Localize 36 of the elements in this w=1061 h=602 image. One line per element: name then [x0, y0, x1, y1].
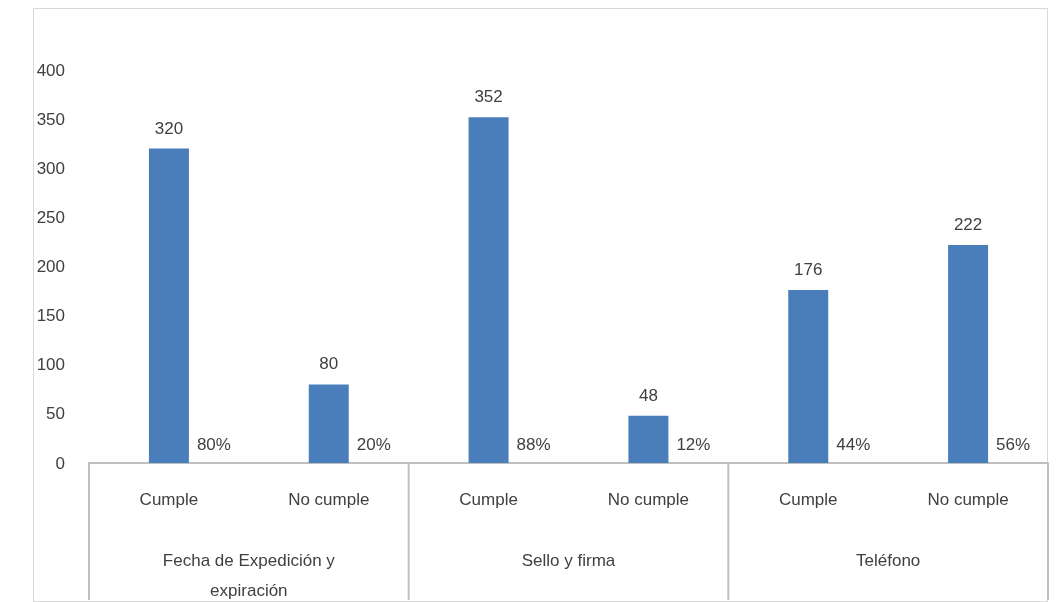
- bar: [948, 244, 989, 463]
- y-tick-label: 200: [36, 257, 65, 276]
- bar: [468, 117, 509, 463]
- x-tick-label: No cumple: [288, 490, 370, 509]
- data-label: 222: [953, 214, 983, 234]
- y-tick-label: 0: [55, 453, 65, 473]
- annotation: 44%: [836, 435, 871, 454]
- text: Fecha de Expedición y expiración: [162, 550, 336, 600]
- y-tick-label: 150: [36, 306, 65, 326]
- y-tick-label: 250: [36, 207, 65, 227]
- y-tick-label: 100: [36, 355, 65, 375]
- bar: [628, 415, 669, 463]
- bar: [148, 148, 189, 463]
- data-label: 48: [638, 385, 658, 405]
- text: Teléfono: [856, 550, 921, 570]
- annotation: 80%: [196, 435, 231, 454]
- data-label: 352: [474, 87, 503, 107]
- data-label: 320: [154, 118, 184, 138]
- x-tick-label: No cumple: [607, 490, 690, 509]
- annotation: 88%: [516, 435, 551, 454]
- bar: [308, 384, 349, 463]
- y-tick-label: 350: [36, 109, 65, 129]
- y-tick-label: 50: [46, 404, 65, 424]
- data-label: 80: [319, 354, 339, 374]
- y-tick-label: 400: [36, 60, 65, 80]
- x-tick-label: Cumple: [459, 490, 518, 509]
- x-tick-label: No cumple: [927, 490, 1009, 509]
- annotation: 12%: [676, 435, 711, 454]
- y-tick-label: 300: [36, 158, 65, 178]
- annotation: 56%: [996, 435, 1031, 454]
- bar: [788, 290, 829, 463]
- text: Sello y firma: [521, 550, 616, 570]
- x-tick-label: Cumple: [778, 490, 838, 509]
- data-label: 176: [794, 260, 823, 280]
- x-tick-label: Cumple: [139, 490, 199, 509]
- annotation: 20%: [356, 435, 391, 454]
